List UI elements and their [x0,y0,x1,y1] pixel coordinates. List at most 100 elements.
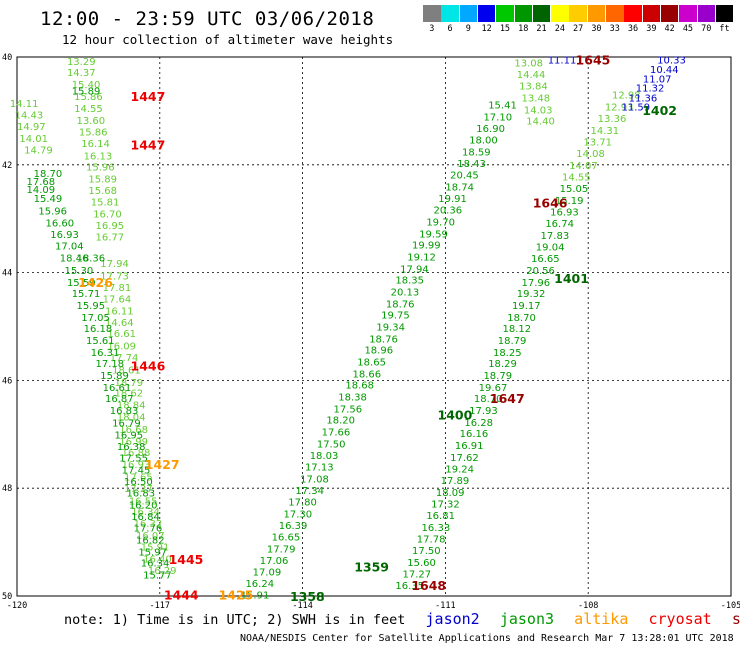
wave-height-label: 17.50 [412,546,441,557]
lon-tick-label: -120 [7,601,27,611]
color-swatch [697,5,715,22]
wave-height-label: 18.12 [502,324,531,335]
lat-tick-label: 46 [2,376,12,386]
wave-height-label: 12.98 [612,91,641,102]
wave-height-label: 18.70 [507,313,536,324]
wave-height-label: 15.86 [74,92,103,103]
wave-height-label: 15.89 [88,174,117,185]
wave-height-label: 18.70 [34,169,63,180]
wave-height-label: 18.70 [474,394,503,405]
wave-height-label: 14.43 [15,111,44,122]
wave-height-label: 16.60 [46,218,75,229]
color-tick-label: 36 [627,24,639,34]
wave-height-label: 18.43 [457,159,486,170]
wave-height-label: 17.76 [134,524,163,535]
lat-tick-label: 44 [2,269,12,279]
wave-height-label: 13.71 [583,138,612,149]
wave-height-label: 18.61 [112,366,141,377]
wave-height-label: 14.08 [576,149,605,160]
wave-height-label: 17.55 [119,453,148,464]
wave-height-label: 15.68 [88,186,117,197]
wave-height-label: 16.65 [272,533,301,544]
wave-height-label: 14.44 [517,70,546,81]
wave-height-label: 18.68 [345,381,374,392]
wave-height-label: 15.96 [38,207,67,218]
wave-height-label: 16.39 [279,521,308,532]
wave-height-label: 19.75 [381,311,410,322]
wave-height-label: 18.66 [353,369,382,380]
pass-time-label: 1647 [490,391,525,406]
wave-height-label: 15.89 [72,86,101,97]
wave-height-label: 18.04 [117,413,146,424]
wave-height-label: 15.81 [91,197,120,208]
wave-height-label: 18.00 [469,135,498,146]
wave-height-label: 14.55 [562,173,591,184]
wave-height-label: 16.77 [95,232,124,243]
pass-time-label: 1358 [290,589,325,604]
color-swatch [514,5,532,22]
color-tick-label: 24 [554,24,565,34]
wave-height-label: 16.74 [545,219,574,230]
color-tick-label: 18 [518,24,529,34]
wave-height-label: 18.46 [60,254,89,265]
wave-height-label: 19.99 [412,241,441,252]
wave-height-label: 15.86 [79,127,108,138]
wave-height-label: 20.56 [526,266,555,277]
wave-height-label: 16.93 [122,460,151,471]
wave-height-label: 16.87 [105,394,134,405]
wave-height-label: 16.81 [426,511,455,522]
wave-height-label: 18.79 [483,371,512,382]
wave-height-label: 18.62 [115,388,144,399]
color-scale-legend: 3 6 9 12 15 18 21 24 27 30 33 36 39 42 45 70 ft [423,5,738,35]
track-jason3-west-b: 15.8918.7017.6814.0915.4915.9616.6016.93… [26,86,171,581]
wave-height-label: 15.97 [138,547,167,558]
color-tick-label: 70 [701,24,712,34]
wave-height-label: 17.06 [260,556,289,567]
color-tick-label: 6 [447,24,453,34]
wave-height-label: 13.08 [514,58,543,69]
track-jason3-west-a: 13.2914.3715.4015.8614.5513.6015.8616.14… [67,57,177,577]
wave-height-label: 14.31 [591,126,620,137]
wave-height-label: 19.91 [438,194,467,205]
wave-height-label: 16.33 [422,523,451,534]
pass-time-label: 1402 [642,103,677,118]
color-tick-label: 30 [591,24,602,34]
wave-height-label: 19.67 [479,383,508,394]
wave-height-label: 19.04 [536,243,565,254]
lon-tick-label: -108 [578,601,598,611]
wave-height-label: 11.59 [621,103,650,114]
wave-height-label: 17.94 [400,264,429,275]
wave-height-label: 18.59 [462,147,491,158]
wave-height-label: 16.68 [119,425,148,436]
pass-time-label: 1359 [354,559,389,574]
wave-height-label: 16.09 [107,341,136,352]
color-tick-label: 12 [481,24,492,34]
wave-height-label: 17.27 [124,484,153,495]
wave-height-label: 16.28 [464,418,493,429]
wave-height-label: 16.84 [131,512,160,523]
pass-time-label: 1447 [131,89,166,104]
pass-time-label: 1401 [554,271,589,286]
color-swatch [715,5,734,22]
wave-height-label: 17.18 [95,359,124,370]
wave-height-label: 11.36 [629,93,658,104]
wave-height-label: 11.32 [636,84,665,95]
wave-height-label: 16.50 [124,477,153,488]
lat-tick-label: 40 [2,53,12,63]
color-swatch [477,5,496,22]
pass-time-label: 1447 [131,137,166,152]
wave-height-label: 19.70 [426,217,455,228]
wave-height-label: 10.44 [650,65,679,76]
wave-height-label: 15.60 [407,558,436,569]
wave-height-label: 16.99 [119,437,148,448]
color-swatch [441,5,459,22]
color-tick-label: 15 [499,24,511,34]
wave-height-label: 15.05 [560,184,589,195]
wave-height-label: 15.40 [72,80,101,91]
wave-height-label: 16.95 [115,430,144,441]
wave-height-label: 17.34 [295,486,324,497]
wave-height-label: 17.08 [300,474,329,485]
wave-height-label: 14.97 [17,122,46,133]
color-swatch [660,5,679,22]
wave-height-label: 16.61 [107,329,136,340]
